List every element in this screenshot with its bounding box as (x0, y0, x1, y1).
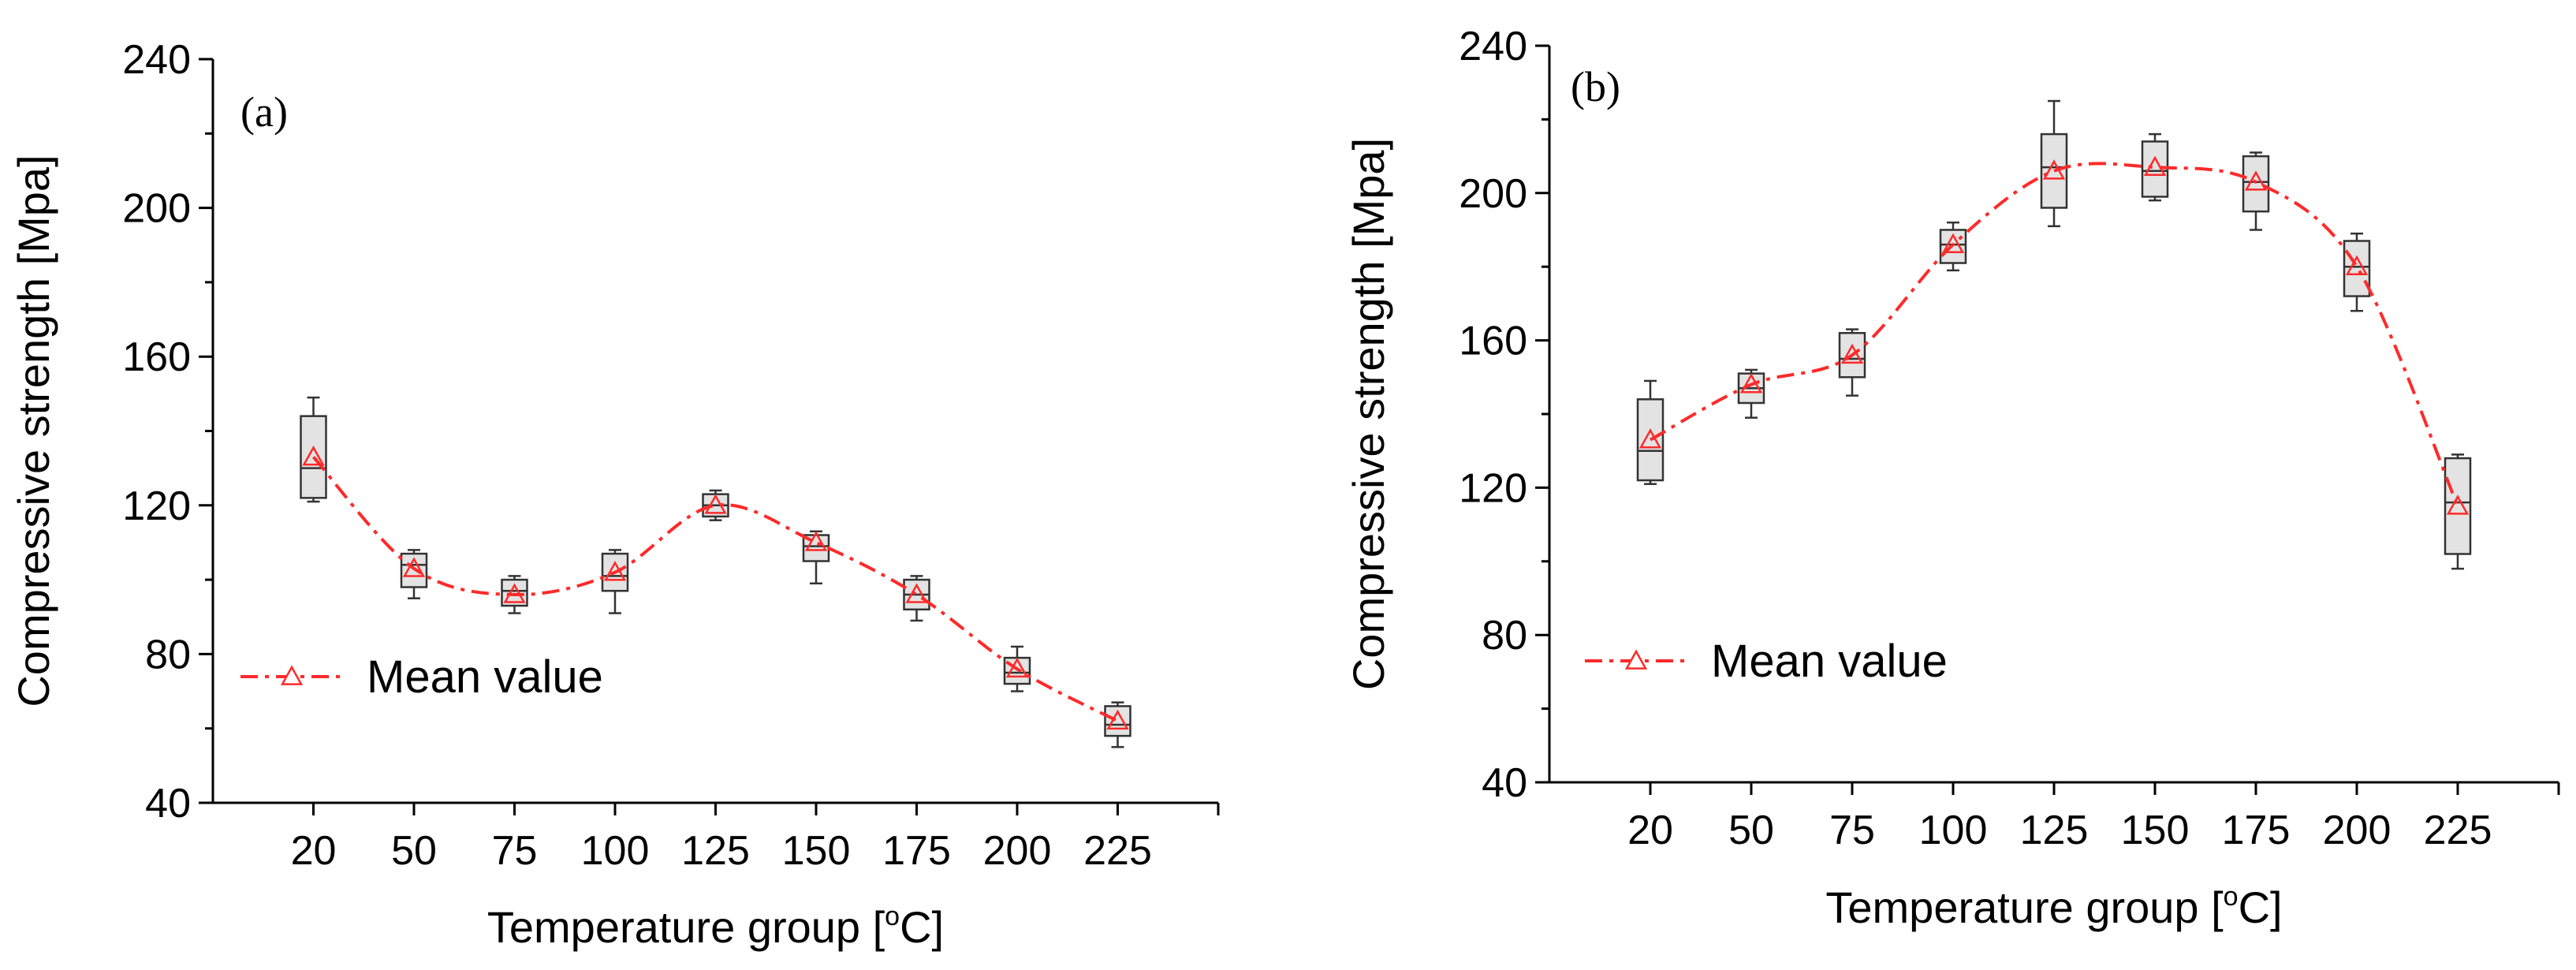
y-tick-label: 40 (1482, 760, 1527, 806)
mean-value-point (2244, 170, 2268, 191)
mean-value-point (1005, 657, 1029, 678)
x-axis-label: Temperature group [oC] (487, 901, 944, 952)
x-tick-label: 75 (492, 828, 538, 874)
panel-tag: (a) (240, 88, 288, 136)
x-axis-label-suffix: C] (2239, 882, 2283, 932)
box-iqr (2242, 155, 2270, 213)
x-tick-label: 75 (1829, 808, 1875, 853)
x-tick-label: 125 (2020, 808, 2089, 853)
x-tick-label: 225 (2424, 808, 2492, 853)
y-tick-label: 240 (1459, 24, 1527, 69)
mean-value-point (905, 583, 928, 603)
mean-value-point (402, 557, 426, 577)
x-tick-label: 225 (1083, 828, 1152, 874)
mean-value-point (804, 531, 828, 551)
mean-value-point (2345, 255, 2369, 276)
mean-value-point (704, 494, 727, 514)
mean-value-point (1739, 373, 1763, 394)
x-axis-label: Temperature group [oC] (1825, 882, 2282, 932)
mean-value-point (603, 561, 627, 581)
box-iqr (1838, 332, 1866, 379)
mean-value-point (503, 583, 526, 603)
legend-label: Mean value (367, 651, 603, 703)
x-tick-label: 20 (1627, 808, 1673, 853)
legend-marker-swatch (1624, 649, 1648, 670)
legend-marker-swatch (280, 665, 304, 685)
y-tick-label: 120 (1459, 465, 1527, 511)
mean-value-point (1638, 428, 1662, 449)
x-tick-label: 20 (291, 828, 337, 874)
panel-b-chart: 40 80 120 160 200 240 20 50 75 100 125 150 175 200 225… (1344, 24, 2560, 932)
x-axis-label-prefix: Temperature group [ (1825, 882, 2224, 932)
x-tick-label: 100 (1919, 808, 1988, 853)
x-tick-label: 125 (681, 828, 750, 874)
panel-tag: (b) (1571, 63, 1620, 110)
mean-value-point (1941, 233, 1965, 254)
box-iqr (2040, 132, 2068, 209)
x-axis-label-prefix: Temperature group [ (487, 902, 885, 952)
mean-value-line (312, 456, 1119, 723)
x-axis-label-degree: o (885, 901, 900, 931)
x-axis-label-degree: o (2224, 882, 2239, 912)
y-tick-label: 240 (122, 37, 191, 83)
mean-value-point (1840, 343, 1864, 364)
y-axis-label: Compressive strength [Mpa] (1344, 138, 1393, 690)
x-tick-label: 50 (391, 828, 437, 874)
y-tick-label: 160 (122, 334, 191, 380)
y-tick-label: 160 (1459, 319, 1527, 364)
x-tick-label: 200 (983, 828, 1052, 874)
y-tick-label: 200 (122, 186, 191, 232)
y-tick-label: 200 (1459, 171, 1527, 217)
mean-value-point (2042, 159, 2066, 180)
box-iqr (2444, 457, 2472, 555)
y-tick-label: 120 (122, 483, 191, 529)
x-tick-label: 100 (581, 828, 650, 874)
panel-a-chart: 40 80 120 160 200 240 20 50 75 100 125 150 175 200 225… (9, 37, 1220, 952)
mean-value-point (302, 445, 325, 466)
y-tick-label: 40 (145, 781, 191, 826)
x-axis-label-suffix: C] (900, 902, 944, 952)
mean-value-point (1106, 709, 1129, 730)
mean-value-point (2446, 494, 2470, 515)
y-axis-label: Compressive strength [Mpa] (9, 155, 58, 707)
x-tick-label: 50 (1728, 808, 1774, 853)
mean-value-line (1650, 162, 2459, 507)
y-tick-label: 80 (1482, 613, 1527, 658)
x-tick-label: 150 (2121, 808, 2190, 853)
mean-value-point (2143, 155, 2167, 176)
x-tick-label: 175 (882, 828, 951, 874)
box-iqr (2343, 240, 2371, 297)
x-tick-label: 200 (2323, 808, 2391, 853)
legend-label: Mean value (1711, 636, 1948, 687)
x-tick-label: 175 (2222, 808, 2291, 853)
x-tick-label: 150 (782, 828, 851, 874)
y-tick-label: 80 (145, 632, 191, 677)
